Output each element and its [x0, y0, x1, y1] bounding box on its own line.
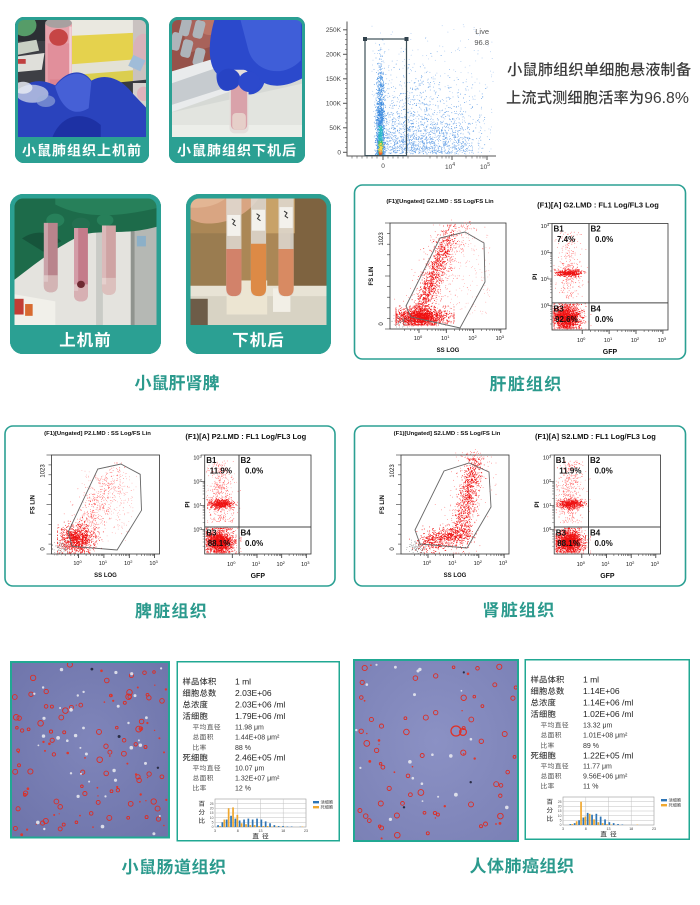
svg-text:5: 5	[560, 819, 562, 823]
svg-text:(F1)[A] G2.LMD : FL1 Log/FL3 L: (F1)[A] G2.LMD : FL1 Log/FL3 Log	[537, 201, 659, 210]
svg-text:SS LOG: SS LOG	[94, 573, 117, 579]
svg-text:1 ml: 1 ml	[583, 675, 599, 685]
svg-text:FS LIN: FS LIN	[369, 267, 375, 286]
svg-text:88 %: 88 %	[235, 745, 251, 752]
svg-text:20: 20	[210, 807, 214, 811]
svg-text:0.0%: 0.0%	[595, 315, 613, 324]
svg-text:FS LIN: FS LIN	[31, 495, 37, 514]
svg-text:96.8: 96.8	[474, 38, 489, 47]
svg-text:1.01E+08 μm²: 1.01E+08 μm²	[583, 733, 628, 740]
svg-text:25: 25	[210, 802, 214, 806]
svg-text:8: 8	[585, 827, 587, 831]
svg-text:9.56E+06 μm²: 9.56E+06 μm²	[583, 774, 628, 781]
svg-text:11.9%: 11.9%	[559, 467, 581, 476]
svg-text:23: 23	[652, 827, 656, 831]
svg-text:0.0%: 0.0%	[595, 539, 613, 548]
svg-text:SS LOG: SS LOG	[444, 573, 467, 579]
svg-text:20: 20	[558, 805, 562, 809]
svg-text:1023: 1023	[379, 232, 385, 246]
svg-text:0.0%: 0.0%	[245, 539, 263, 548]
svg-text:5: 5	[212, 821, 214, 825]
svg-text:Live: Live	[475, 27, 489, 36]
svg-text:100K: 100K	[326, 101, 342, 108]
svg-text:1.44E+08 μm²: 1.44E+08 μm²	[235, 735, 280, 742]
svg-text:(F1)[A] S2.LMD : FL1 Log/FL3 L: (F1)[A] S2.LMD : FL1 Log/FL3 Log	[535, 432, 656, 441]
svg-text:(F1)[Ungated] P2.LMD : SS Log/: (F1)[Ungated] P2.LMD : SS Log/FS Lin	[44, 431, 151, 437]
svg-text:(F1)[Ungated] S2.LMD : SS Log/: (F1)[Ungated] S2.LMD : SS Log/FS Lin	[394, 431, 501, 437]
svg-text:B3: B3	[556, 529, 567, 538]
svg-text:B3: B3	[206, 529, 217, 538]
svg-text:23: 23	[304, 829, 308, 833]
svg-text:1023: 1023	[390, 464, 396, 478]
svg-text:(F1)[A] P2.LMD : FL1 Log/FL3 L: (F1)[A] P2.LMD : FL1 Log/FL3 Log	[185, 432, 306, 441]
svg-text:88.1%: 88.1%	[208, 539, 231, 548]
svg-text:2.46E+05 /ml: 2.46E+05 /ml	[235, 753, 285, 763]
svg-text:FS LIN: FS LIN	[380, 495, 386, 514]
svg-text:0.0%: 0.0%	[245, 467, 263, 476]
svg-text:1.14E+06 /ml: 1.14E+06 /ml	[583, 698, 633, 708]
svg-text:12 %: 12 %	[235, 786, 251, 793]
svg-text:7.4%: 7.4%	[557, 235, 575, 244]
svg-text:B2: B2	[241, 456, 252, 465]
svg-text:11.77 μm: 11.77 μm	[583, 764, 612, 771]
svg-text:B2: B2	[590, 456, 601, 465]
svg-text:1.22E+05 /ml: 1.22E+05 /ml	[583, 751, 633, 761]
svg-text:50K: 50K	[329, 125, 341, 132]
svg-text:11.9%: 11.9%	[210, 467, 232, 476]
svg-text:18: 18	[281, 829, 285, 833]
svg-text:1.32E+07 μm²: 1.32E+07 μm²	[235, 776, 280, 783]
svg-text:13: 13	[259, 829, 263, 833]
svg-text:3: 3	[214, 829, 216, 833]
svg-text:2.03E+06: 2.03E+06	[235, 688, 272, 698]
svg-text:18: 18	[629, 827, 633, 831]
svg-text:13: 13	[607, 827, 611, 831]
svg-text:96.8%: 96.8%	[644, 90, 689, 107]
svg-text:1.02E+06 /ml: 1.02E+06 /ml	[583, 709, 633, 719]
svg-text:25: 25	[558, 800, 562, 804]
svg-text:11.98 μm: 11.98 μm	[235, 725, 264, 732]
svg-text:B4: B4	[241, 529, 252, 538]
svg-text:(F1)[Ungated] G2.LMD : SS Log/: (F1)[Ungated] G2.LMD : SS Log/FS Lin	[386, 199, 494, 205]
svg-text:10: 10	[210, 816, 214, 820]
svg-text:200K: 200K	[326, 52, 342, 59]
svg-text:1023: 1023	[41, 464, 47, 478]
svg-text:10: 10	[558, 814, 562, 818]
svg-text:B4: B4	[591, 304, 602, 313]
svg-text:3: 3	[562, 827, 564, 831]
svg-text:B1: B1	[556, 456, 567, 465]
svg-text:11 %: 11 %	[583, 784, 598, 791]
svg-text:SS LOG: SS LOG	[437, 348, 460, 354]
svg-text:B2: B2	[591, 225, 602, 234]
svg-text:GFP: GFP	[603, 349, 618, 356]
svg-text:92.6%: 92.6%	[555, 315, 578, 324]
svg-text:150K: 150K	[326, 76, 342, 83]
svg-text:1.79E+06 /ml: 1.79E+06 /ml	[235, 711, 285, 721]
svg-text:PI: PI	[532, 274, 539, 280]
svg-text:PI: PI	[185, 501, 192, 507]
svg-text:0.0%: 0.0%	[595, 467, 613, 476]
svg-text:GFP: GFP	[600, 573, 615, 580]
svg-text:250K: 250K	[326, 27, 342, 34]
svg-text:B3: B3	[554, 304, 565, 313]
svg-text:B4: B4	[590, 529, 601, 538]
svg-text:10.07 μm: 10.07 μm	[235, 766, 264, 773]
svg-text:13.32 μm: 13.32 μm	[583, 723, 612, 730]
svg-text:0: 0	[381, 163, 385, 170]
svg-text:0: 0	[337, 150, 341, 157]
svg-text:15: 15	[558, 809, 562, 813]
svg-text:B1: B1	[206, 456, 217, 465]
svg-text:0.0%: 0.0%	[595, 235, 613, 244]
svg-text:15: 15	[210, 811, 214, 815]
svg-text:PI: PI	[534, 501, 541, 507]
svg-text:B1: B1	[554, 225, 565, 234]
svg-text:2.03E+06 /ml: 2.03E+06 /ml	[235, 700, 285, 710]
svg-text:8: 8	[237, 829, 239, 833]
svg-text:88.1%: 88.1%	[557, 539, 580, 548]
svg-text:GFP: GFP	[251, 573, 266, 580]
svg-text:89 %: 89 %	[583, 743, 599, 750]
svg-text:1.14E+06: 1.14E+06	[583, 686, 620, 696]
svg-text:1 ml: 1 ml	[235, 677, 251, 687]
